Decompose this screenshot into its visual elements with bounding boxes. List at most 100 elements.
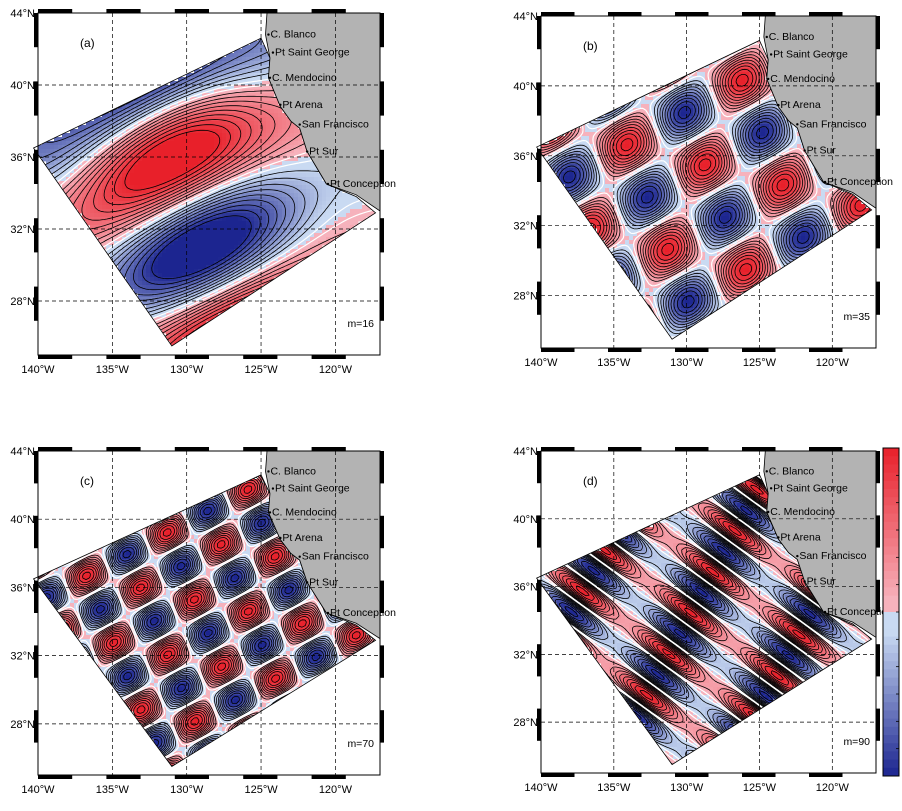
lat-tick-label: 36°N [10, 582, 35, 594]
map-panel-c: 140°W 135°W 130°W 125°W 120°W 28°N 32°N 36°N 40°… [10, 446, 396, 796]
colorbar-cell [883, 677, 899, 687]
lon-tick-label: 120°W [816, 782, 850, 794]
frame-tick [106, 355, 141, 359]
colorbar-cell [883, 644, 899, 654]
colorbar [882, 447, 900, 777]
frame-tick [537, 644, 541, 677]
lon-tick-label: 120°W [319, 784, 353, 796]
place-marker [803, 580, 806, 583]
frame-tick [38, 9, 73, 13]
mode-field-a [32, 37, 377, 347]
frame-tick [876, 215, 880, 249]
lon-tick-label: 140°W [21, 364, 55, 376]
lat-tick-label: 28°N [513, 717, 538, 729]
lat-tick-label: 40°N [10, 514, 35, 526]
place-marker [267, 470, 270, 473]
place-name: C. Mendocino [770, 506, 835, 518]
lat-tick-label: 32°N [513, 221, 538, 233]
frame-tick [675, 447, 709, 451]
frame-tick [380, 515, 384, 549]
place-marker [803, 149, 806, 152]
place-name: Pt Saint George [275, 47, 350, 59]
frame-tick [541, 447, 575, 451]
place-name: Pt Conception [330, 178, 396, 190]
frame-tick [106, 775, 141, 779]
mode-field-d [536, 474, 873, 766]
colorbar-cell [883, 628, 899, 638]
lon-tick-label: 125°W [743, 782, 777, 794]
place-name: Pt Arena [282, 99, 322, 111]
map-panel-a: 140°W 135°W 130°W 125°W 120°W 28°N 32°N 36°N 40°… [10, 8, 396, 376]
place-marker [298, 555, 301, 558]
lon-tick-label: 120°W [816, 357, 850, 369]
colorbar-cell [883, 759, 899, 769]
place-marker [777, 536, 780, 539]
lon-tick-label: 140°W [524, 782, 558, 794]
frame-tick [38, 447, 73, 451]
lon-tick-label: 120°W [319, 364, 353, 376]
tick-labels-c: 140°W 135°W 130°W 125°W 120°W 28°N 32°N 36°N 40°… [10, 446, 352, 796]
colorbar-cell [883, 587, 899, 597]
frame-tick [311, 447, 346, 451]
map-frame-d [537, 447, 880, 777]
lon-tick-label: 130°W [670, 782, 704, 794]
map-frame-b [537, 12, 880, 352]
frame-tick [243, 775, 278, 779]
lat-tick-label: 44°N [10, 8, 35, 20]
place-name: Pt Conception [827, 176, 893, 188]
lat-tick-label: 40°N [10, 80, 35, 92]
place-name: Pt Sur [309, 576, 339, 588]
colorbar-cell [883, 702, 899, 711]
frame-tick [34, 81, 38, 116]
frame-tick [742, 447, 776, 451]
frame-tick [174, 9, 209, 13]
place-names-b: C. Blanco Pt Saint George C. Mendocino Pt A… [765, 31, 893, 188]
colorbar-cell [883, 710, 899, 720]
frame-tick [34, 515, 38, 549]
colorbar-cell [883, 735, 899, 744]
frame-tick [34, 645, 38, 678]
colorbar-cell [883, 505, 899, 515]
place-marker [765, 35, 768, 39]
place-names-c: C. Blanco Pt Saint George C. Mendocino Pt A… [267, 465, 396, 619]
frame-tick [380, 13, 384, 48]
lon-tick-label: 125°W [743, 357, 777, 369]
frame-tick [537, 579, 541, 612]
frame-tick [380, 710, 384, 743]
mode-label-a: m=16 [347, 318, 374, 330]
place-name: San Francisco [799, 550, 866, 562]
frame-tick [38, 355, 73, 359]
lat-tick-label: 36°N [513, 582, 538, 594]
frame-tick [608, 773, 642, 777]
place-marker [767, 77, 770, 81]
place-marker [796, 123, 799, 126]
place-marker [279, 536, 282, 540]
frame-tick [34, 218, 38, 253]
place-name: San Francisco [302, 551, 369, 563]
lon-tick-label: 135°W [597, 357, 631, 369]
lat-tick-label: 28°N [10, 719, 35, 731]
frame-tick [675, 348, 709, 352]
frame-tick [876, 16, 880, 50]
frame-tick [876, 644, 880, 677]
frame-tick [541, 12, 575, 16]
colorbar-cell [883, 603, 899, 613]
lon-tick-label: 135°W [597, 782, 631, 794]
colorbar-cell [883, 521, 899, 531]
frame-tick [876, 708, 880, 741]
colorbar-cell [883, 497, 899, 506]
lat-tick-label: 44°N [10, 446, 35, 458]
frame-tick [174, 447, 209, 451]
place-name: C. Blanco [769, 465, 815, 477]
frame-tick [380, 645, 384, 678]
frame-tick [876, 82, 880, 116]
frame-tick [537, 16, 541, 50]
frame-tick [380, 451, 384, 484]
colorbar-cell [883, 538, 899, 547]
place-name: C. Blanco [769, 31, 815, 43]
place-marker [268, 76, 272, 80]
lat-tick-label: 44°N [513, 446, 538, 458]
frame-tick [876, 515, 880, 548]
colorbar-cell [883, 718, 899, 728]
